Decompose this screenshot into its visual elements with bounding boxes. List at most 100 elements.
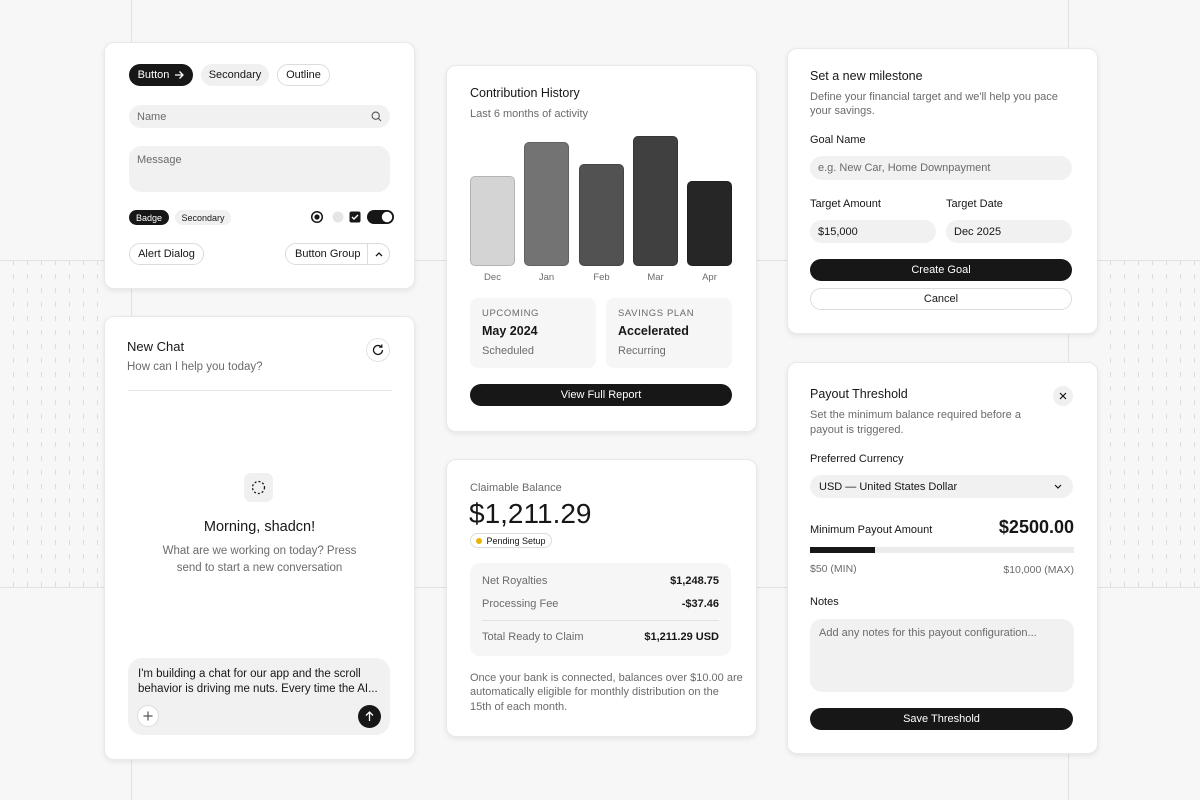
arrow-icon	[175, 71, 185, 79]
bar	[633, 136, 678, 266]
card-title: Contribution History	[470, 86, 580, 100]
chat-card: New Chat How can I help you today? Morni…	[104, 316, 415, 760]
row-name: Net Royalties	[482, 575, 548, 587]
slider-track[interactable]	[810, 547, 1074, 553]
pattern	[0, 260, 104, 587]
button[interactable]: Secondary	[201, 64, 269, 86]
tile: SAVINGS PLAN Accelerated Recurring	[606, 298, 732, 368]
notes-input[interactable]: Add any notes for this payout configurat…	[810, 619, 1074, 692]
bar-label: Dec	[484, 272, 501, 283]
bar-chart: Dec Jan Feb Mar Apr	[447, 66, 756, 296]
tile-value: Accelerated	[618, 324, 689, 338]
bar-label: Apr	[702, 272, 717, 283]
bar	[579, 164, 624, 266]
description-line: payout is triggered.	[810, 424, 904, 436]
send-button[interactable]	[358, 705, 381, 728]
chat-icon	[244, 473, 273, 502]
tile-value: May 2024	[482, 324, 538, 338]
tile: UPCOMING May 2024 Scheduled	[470, 298, 596, 368]
tile-label: SAVINGS PLAN	[618, 308, 695, 319]
greeting: Morning, shadcn!	[203, 519, 316, 535]
select-value: USD — United States Dollar	[819, 481, 958, 493]
message-input[interactable]: Message	[129, 146, 390, 192]
balance-label: Claimable Balance	[470, 482, 562, 494]
row-name: Total Ready to Claim	[482, 631, 584, 643]
button[interactable]: Save Threshold	[810, 708, 1073, 730]
divider	[482, 620, 719, 621]
breakdown: Net Royalties $1,248.75 Processing Fee -…	[470, 563, 731, 656]
button-label: Button Group	[295, 248, 361, 260]
button[interactable]: Cancel	[810, 288, 1072, 310]
chat-input[interactable]: I'm building a chat for our app and the …	[128, 658, 390, 735]
button[interactable]: Outline	[277, 64, 330, 86]
chat-subtitle: How can I help you today?	[127, 361, 263, 373]
currency-select[interactable]: USD — United States Dollar	[810, 475, 1073, 498]
min-label: $50 (MIN)	[810, 563, 857, 575]
card-title: Payout Threshold	[810, 387, 908, 401]
button[interactable]: Create Goal	[810, 259, 1072, 281]
bar	[687, 181, 732, 266]
placeholder: Message	[137, 154, 182, 166]
pattern	[1097, 260, 1200, 587]
balance-amount: $1,211.29	[469, 498, 592, 529]
name-input[interactable]: Name	[129, 105, 390, 128]
date-input[interactable]: Dec 2025	[946, 220, 1072, 243]
placeholder: e.g. New Car, Home Downpayment	[818, 162, 991, 174]
button-group[interactable]: Button Group	[285, 243, 390, 265]
button[interactable]: Button	[129, 64, 193, 86]
amount-value: $2500.00	[998, 517, 1074, 537]
input-value: $15,000	[818, 226, 858, 238]
field-label: Target Date	[946, 198, 1003, 210]
controls[interactable]	[310, 209, 394, 225]
bar-label: Jan	[538, 272, 555, 283]
footer-line: automatically eligible for monthly distr…	[470, 686, 719, 698]
footer-line: 15th of each month.	[470, 701, 568, 713]
field-label: Goal Name	[810, 134, 866, 146]
draft-line: I'm building a chat for our app and the …	[138, 668, 361, 680]
field-label: Preferred Currency	[810, 453, 904, 465]
description-line: Define your financial target and we'll h…	[810, 91, 1058, 103]
close-button[interactable]	[1053, 386, 1073, 406]
placeholder: Add any notes for this payout configurat…	[819, 627, 1037, 639]
chevron-icon	[1054, 484, 1062, 489]
tile-label: UPCOMING	[482, 308, 540, 319]
footer-line: Once your bank is connected, balances ov…	[470, 672, 743, 684]
draft-line: behavior is driving me nuts. Every time …	[138, 683, 378, 695]
bar-label: Mar	[647, 272, 664, 283]
payout-card: Payout Threshold Set the minimum balance…	[787, 362, 1098, 754]
button-label: Button	[137, 69, 170, 81]
milestone-card: Set a new milestone Define your financia…	[787, 48, 1098, 334]
search-icon	[371, 111, 382, 122]
slider-fill	[810, 547, 875, 553]
prompt-line: send to start a new conversation	[176, 562, 343, 574]
refresh-button[interactable]	[366, 338, 390, 362]
bar	[470, 176, 515, 266]
field-label: Target Amount	[810, 198, 881, 210]
components-card: Button Secondary Outline Name Message Ba…	[104, 42, 415, 289]
placeholder: Name	[137, 111, 167, 123]
chevron-icon	[375, 252, 383, 257]
chat-title: New Chat	[127, 339, 185, 354]
goal-input[interactable]: e.g. New Car, Home Downpayment	[810, 156, 1072, 180]
amount-input[interactable]: $15,000	[810, 220, 936, 243]
description-line: your savings.	[810, 105, 875, 117]
divider	[367, 244, 368, 264]
status-dot	[476, 537, 483, 544]
bar	[524, 142, 569, 266]
prompt-line: What are we working on today? Press	[162, 545, 357, 557]
bar-label: Feb	[593, 272, 610, 283]
button[interactable]: View Full Report	[470, 384, 732, 406]
button[interactable]: Alert Dialog	[129, 243, 204, 265]
status-badge: Pending Setup	[470, 533, 552, 548]
row-value: $1,211.29 USD	[644, 631, 719, 643]
row-value: -$37.46	[681, 598, 719, 610]
card-subtitle: Last 6 months of activity	[470, 108, 588, 120]
contribution-card: Contribution History Last 6 months of ac…	[446, 65, 757, 432]
tile-note: Scheduled	[482, 345, 534, 357]
balance-card: Claimable Balance $1,211.29 Pending Setu…	[446, 459, 757, 737]
max-label: $10,000 (MAX)	[1003, 564, 1074, 576]
status-text: Pending Setup	[486, 535, 546, 546]
attach-button[interactable]	[137, 705, 159, 727]
